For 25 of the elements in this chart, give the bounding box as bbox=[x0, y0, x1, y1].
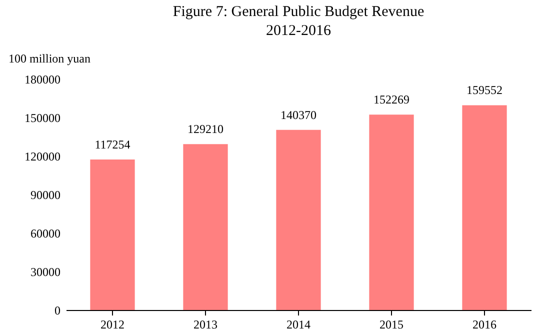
bar bbox=[183, 144, 228, 310]
y-tick-label: 180000 bbox=[24, 72, 60, 86]
chart-subtitle: 2012-2016 bbox=[266, 23, 332, 39]
x-tick-label: 2012 bbox=[100, 318, 124, 332]
y-axis-title: 100 million yuan bbox=[8, 52, 90, 66]
bar bbox=[90, 160, 135, 310]
y-tick-label: 120000 bbox=[24, 150, 60, 164]
data-label: 152269 bbox=[374, 92, 410, 107]
bar bbox=[369, 114, 414, 310]
x-tick-label: 2016 bbox=[472, 318, 496, 332]
y-tick-label: 30000 bbox=[30, 265, 60, 279]
chart-title: Figure 7: General Public Budget Revenue bbox=[172, 4, 424, 20]
bar bbox=[276, 130, 321, 310]
x-tick-label: 2014 bbox=[286, 318, 310, 332]
x-tick-label: 2015 bbox=[380, 318, 404, 332]
y-tick-label: 0 bbox=[54, 304, 60, 318]
x-tick-label: 2013 bbox=[194, 318, 218, 332]
data-label: 159552 bbox=[466, 83, 502, 98]
bar bbox=[462, 105, 507, 310]
data-label: 140370 bbox=[280, 108, 316, 122]
data-label: 129210 bbox=[188, 122, 224, 136]
y-tick-label: 150000 bbox=[24, 111, 60, 125]
y-tick-label: 90000 bbox=[30, 188, 60, 202]
data-label: 117254 bbox=[94, 138, 130, 152]
y-tick-label: 60000 bbox=[30, 226, 60, 240]
